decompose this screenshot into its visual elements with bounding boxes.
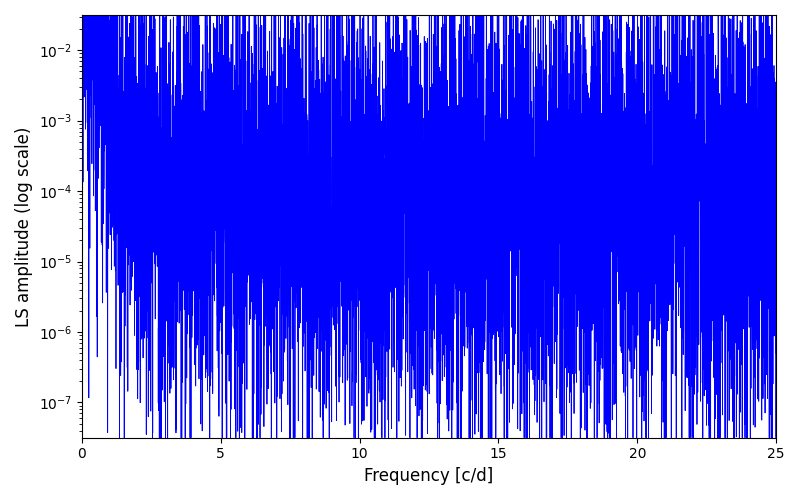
X-axis label: Frequency [c/d]: Frequency [c/d]: [364, 467, 494, 485]
Y-axis label: LS amplitude (log scale): LS amplitude (log scale): [15, 126, 33, 326]
